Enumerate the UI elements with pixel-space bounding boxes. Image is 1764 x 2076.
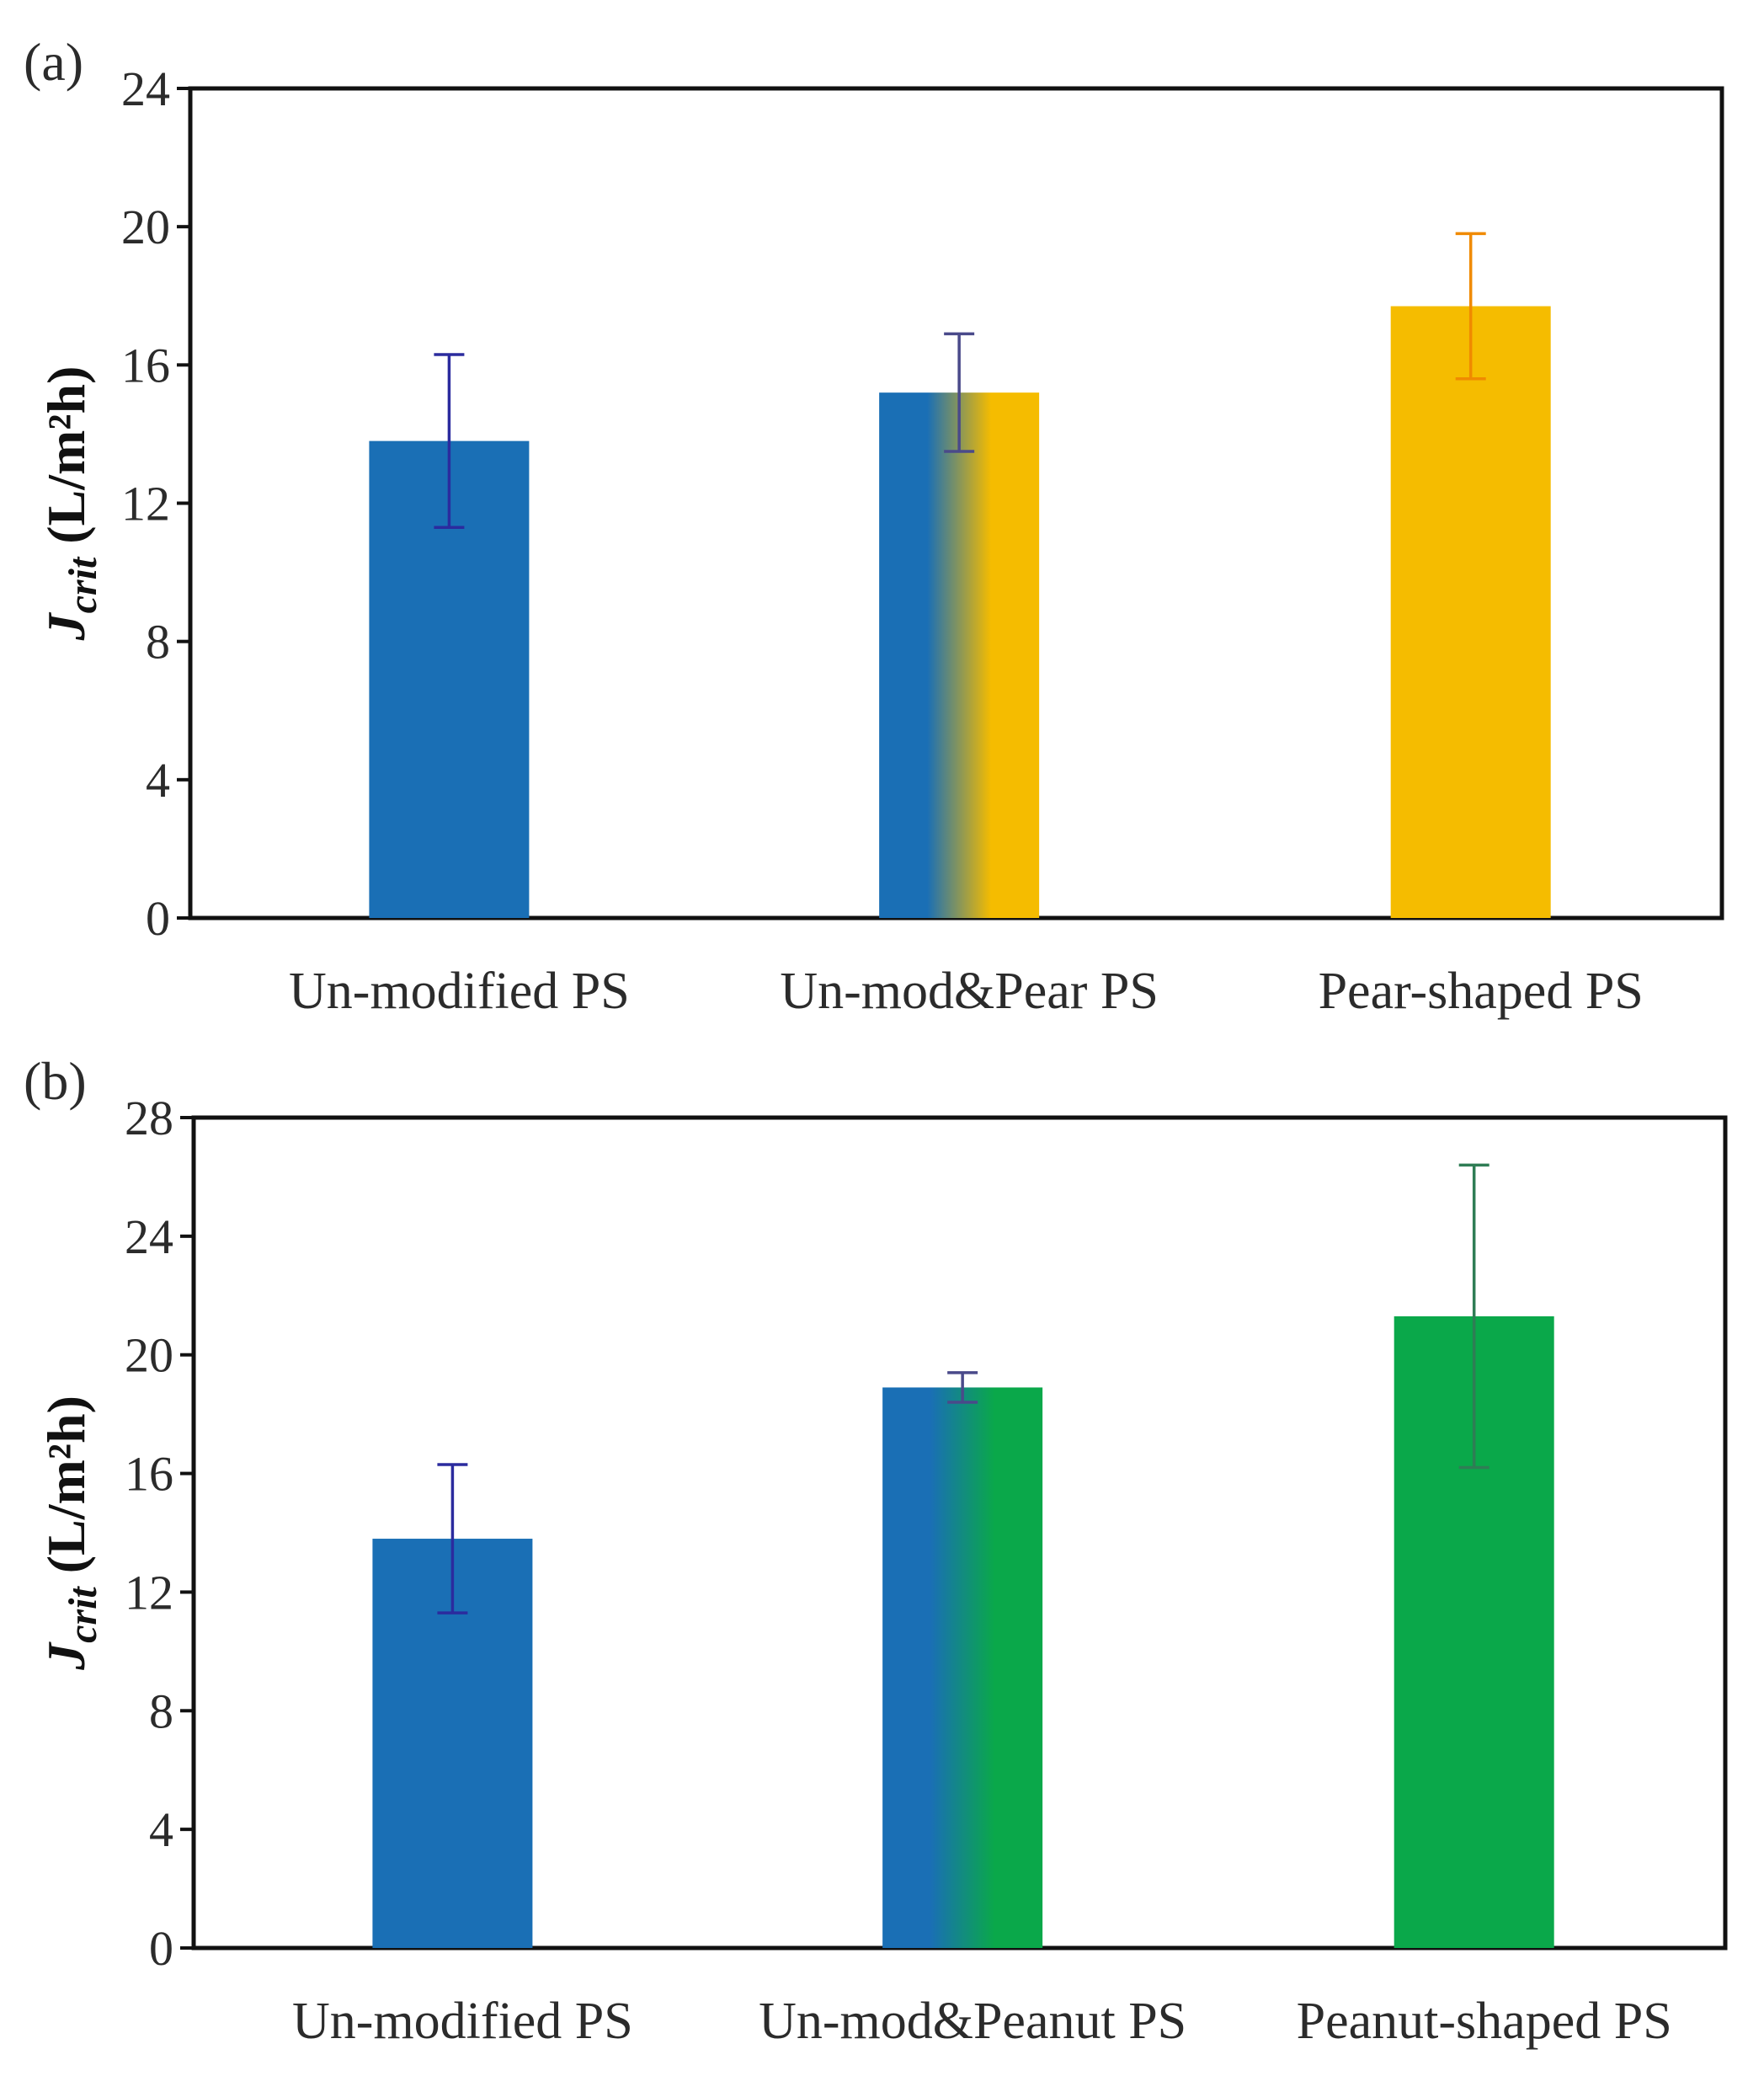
y-tick-label: 12 — [125, 1565, 173, 1620]
bar — [1390, 306, 1551, 918]
chart-panel-a: 0 4 8 12 16 20 24 (a) Jcrit (L/m²h) Un-modified P… — [24, 32, 1724, 1020]
y-tick-label: 8 — [149, 1684, 173, 1738]
chart-panel-b: 0 4 8 12 16 20 24 28 (b) Jcrit (L/m²h) Un-modified… — [24, 1051, 1728, 2050]
bar — [882, 1387, 1043, 1948]
error-bar — [944, 332, 975, 453]
y-tick-label: 16 — [121, 338, 170, 392]
panel-label: (a) — [24, 32, 83, 92]
panel-label: (b) — [24, 1051, 87, 1111]
error-bar — [947, 1371, 978, 1404]
error-bar — [1455, 232, 1486, 381]
y-tick-label: 4 — [146, 753, 170, 808]
y-axis-subscript: crit — [61, 1586, 105, 1643]
category-label: Un-mod&Pear PS — [780, 963, 1159, 1020]
y-tick-label: 8 — [146, 615, 170, 670]
bar — [879, 392, 1040, 919]
category-label: Pear-shaped PS — [1319, 963, 1644, 1020]
y-tick-label: 0 — [149, 1921, 173, 1976]
error-bar — [434, 353, 465, 529]
y-axis-label: Jcrit (L/m²h) — [36, 1396, 105, 1671]
y-tick-label: 4 — [149, 1802, 173, 1857]
y-axis-subscript: crit — [61, 556, 105, 613]
y-tick-label: 20 — [125, 1328, 173, 1383]
category-label: Un-mod&Peanut PS — [759, 1993, 1186, 2050]
y-axis-units: (L/m²h) — [36, 1396, 96, 1587]
y-tick-label: 16 — [125, 1447, 173, 1502]
y-tick-label: 28 — [125, 1091, 173, 1145]
error-bar — [1458, 1163, 1490, 1470]
y-tick-label: 24 — [121, 61, 170, 116]
y-axis-symbol: J — [36, 1641, 96, 1671]
y-tick-label: 12 — [121, 477, 170, 531]
category-label: Un-modified PS — [292, 1993, 633, 2050]
y-tick-label: 0 — [146, 891, 170, 946]
category-label: Peanut-shaped PS — [1297, 1993, 1672, 2050]
y-axis-label: Jcrit (L/m²h) — [36, 366, 105, 642]
error-bar — [437, 1463, 468, 1614]
y-tick-label: 24 — [125, 1209, 173, 1264]
y-axis-symbol: J — [36, 611, 96, 641]
category-label: Un-modified PS — [289, 963, 630, 1020]
y-axis-units: (L/m²h) — [36, 366, 96, 558]
y-tick-label: 20 — [121, 200, 170, 254]
